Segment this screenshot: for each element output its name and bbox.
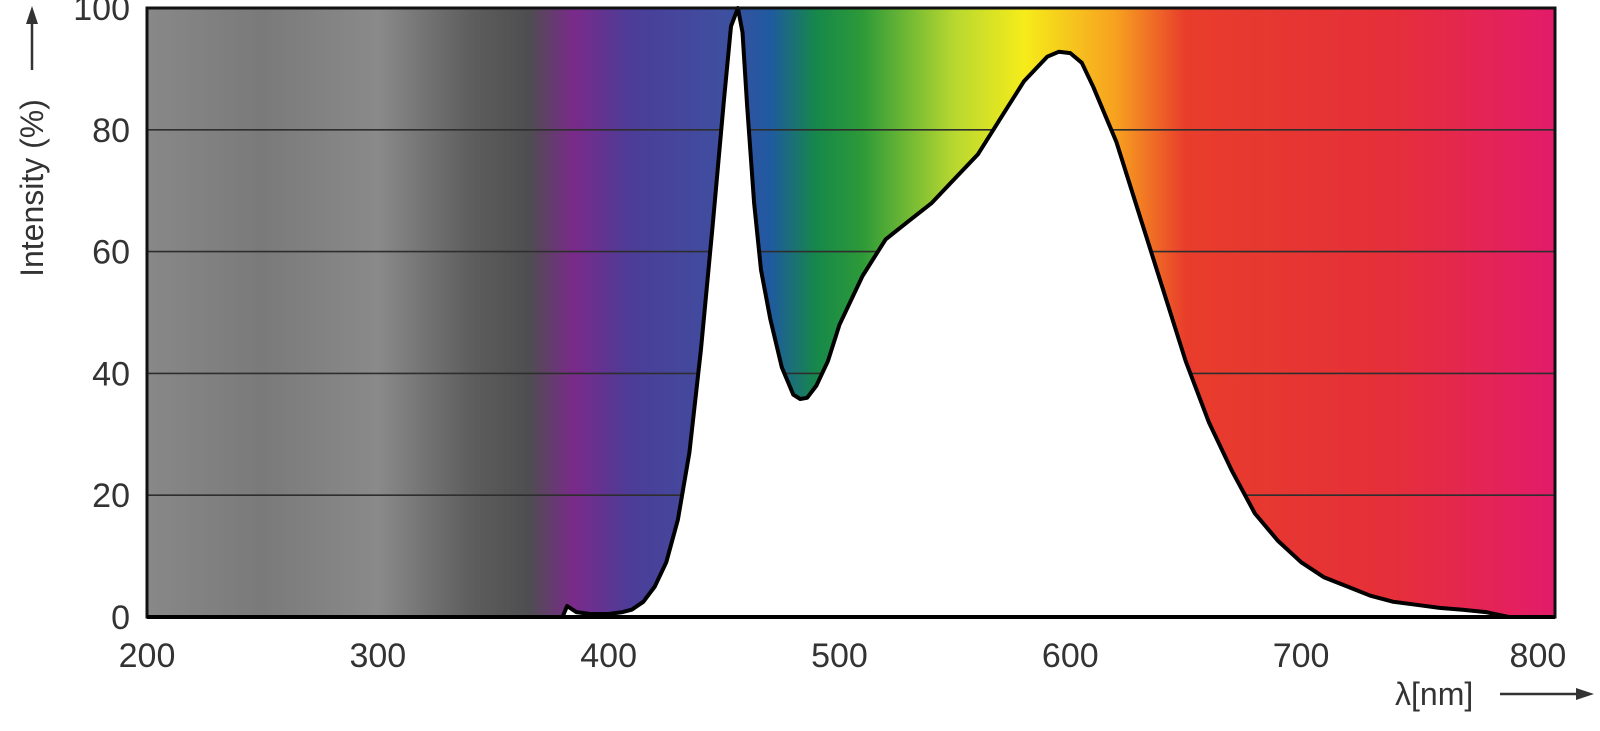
y-tick-label: 60	[92, 234, 130, 272]
x-tick-label: 300	[349, 637, 406, 675]
y-axis-arrow	[26, 6, 38, 70]
x-tick-label: 400	[580, 637, 637, 675]
y-axis-title: Intensity (%)	[14, 99, 50, 277]
y-tick-label: 0	[111, 599, 130, 637]
x-tick-label: 200	[119, 637, 176, 675]
x-axis-title: λ[nm]	[1395, 676, 1473, 712]
y-tick-label: 20	[92, 477, 130, 515]
x-axis-arrow	[1500, 688, 1594, 700]
x-tick-label: 600	[1042, 637, 1099, 675]
x-tick-label: 700	[1273, 637, 1330, 675]
y-tick-label: 80	[92, 112, 130, 150]
y-tick-label: 100	[73, 0, 130, 28]
y-axis-title-group: Intensity (%)	[14, 99, 50, 277]
x-tick-labels: 200 300 400 500 600 700 800	[119, 637, 1567, 675]
x-tick-label: 800	[1510, 637, 1567, 675]
y-tick-label: 40	[92, 355, 130, 393]
x-tick-label: 500	[811, 637, 868, 675]
intensity-curve	[560, 6, 1511, 619]
y-tick-labels: 0 20 40 60 80 100	[73, 0, 130, 637]
